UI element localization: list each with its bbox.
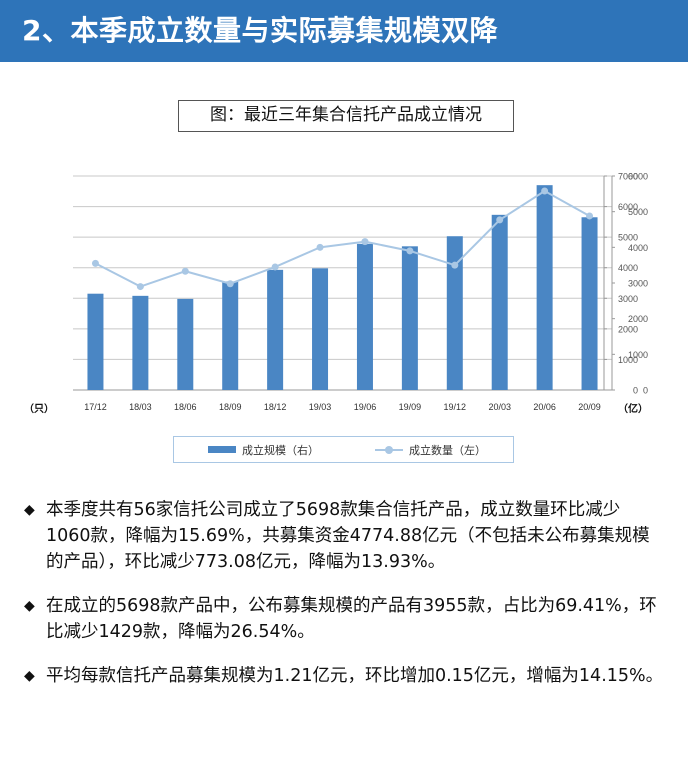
- page-header: 2、本季成立数量与实际募集规模双降: [0, 0, 688, 62]
- left-axis-tick-label: 5000: [628, 207, 648, 217]
- bar: [132, 295, 149, 390]
- diamond-bullet-icon: ◆: [24, 668, 35, 684]
- bar: [536, 185, 553, 390]
- x-tick-label: 20/03: [488, 402, 511, 412]
- x-tick-label: 20/06: [533, 402, 556, 412]
- chart-legend: 成立规模（右） 成立数量（左）: [173, 436, 514, 463]
- line-point: [586, 212, 594, 220]
- line-point: [496, 216, 504, 224]
- x-tick-label: 17/12: [84, 402, 107, 412]
- legend-label-line: 成立数量（左）: [409, 443, 486, 457]
- right-axis-tick-label: 7000: [618, 172, 638, 182]
- bar: [87, 293, 104, 390]
- bar: [312, 268, 329, 390]
- bar: [581, 217, 598, 390]
- right-axis-tick-label: 6000: [618, 202, 638, 212]
- legend-swatch-line: [375, 445, 403, 455]
- line-point: [181, 267, 189, 275]
- left-axis-tick-label: 6000: [628, 172, 648, 182]
- line-series: [94, 189, 591, 288]
- bullet-item: ◆ 在成立的5698款产品中，公布募集规模的产品有3955款，占比为69.41%…: [24, 593, 664, 645]
- x-tick-label: 19/12: [444, 402, 467, 412]
- x-tick-label: 19/09: [399, 402, 422, 412]
- left-axis-tick-label: 4000: [628, 243, 648, 253]
- bar: [222, 281, 239, 390]
- line-point: [316, 243, 324, 251]
- bullet-text: 平均每款信托产品募集规模为1.21亿元，环比增加0.15亿元，增幅为14.15%…: [46, 666, 664, 686]
- left-axis-tick-label: 3000: [628, 279, 648, 289]
- line-point: [136, 283, 144, 291]
- line-point: [406, 247, 414, 255]
- left-axis-tick-label: 1000: [628, 350, 648, 360]
- bullet-text: 本季度共有56家信托公司成立了5698款集合信托产品，成立数量环比减少1060款…: [46, 500, 650, 572]
- chart: 0100020003000400050006000700001000200030…: [24, 172, 648, 416]
- left-axis-tick-label: 0: [643, 386, 648, 396]
- legend-item-bar: 成立规模（右）: [208, 442, 319, 458]
- bar: [177, 298, 194, 390]
- left-axis-unit-label: （只）: [24, 402, 54, 415]
- right-axis-unit-label: （亿）: [618, 402, 648, 415]
- bar: [356, 243, 373, 390]
- right-axis-tick-label: 2000: [618, 324, 638, 334]
- right-axis-tick-label: 1000: [618, 355, 638, 365]
- x-tick-label: 20/09: [578, 402, 601, 412]
- line-point: [271, 263, 279, 271]
- diamond-bullet-icon: ◆: [24, 598, 35, 614]
- line-point: [361, 238, 369, 246]
- right-axis-tick-label: 0: [633, 386, 638, 396]
- diamond-bullet-icon: ◆: [24, 502, 35, 518]
- right-axis-tick-label: 5000: [618, 233, 638, 243]
- right-axis-tick-label: 4000: [618, 263, 638, 273]
- bullet-text: 在成立的5698款产品中，公布募集规模的产品有3955款，占比为69.41%，环…: [46, 596, 657, 642]
- x-tick-label: 18/09: [219, 402, 242, 412]
- bar: [401, 246, 418, 390]
- bullet-item: ◆ 平均每款信托产品募集规模为1.21亿元，环比增加0.15亿元，增幅为14.1…: [24, 663, 664, 689]
- left-axis-tick-label: 2000: [628, 314, 648, 324]
- bar: [446, 236, 463, 390]
- page-title: 2、本季成立数量与实际募集规模双降: [22, 14, 498, 47]
- legend-swatch-bar: [208, 446, 236, 453]
- x-tick-label: 18/12: [264, 402, 287, 412]
- line-point: [451, 261, 459, 269]
- x-tick-label: 18/03: [129, 402, 152, 412]
- bar: [491, 214, 508, 390]
- x-tick-label: 18/06: [174, 402, 197, 412]
- line-point: [541, 187, 549, 195]
- legend-item-line: 成立数量（左）: [375, 442, 486, 458]
- line-point: [226, 280, 234, 288]
- bar: [267, 269, 284, 390]
- line-point: [91, 259, 99, 267]
- legend-label-bar: 成立规模（右）: [242, 443, 319, 457]
- right-axis-tick-label: 3000: [618, 294, 638, 304]
- x-tick-label: 19/06: [354, 402, 377, 412]
- bullet-item: ◆ 本季度共有56家信托公司成立了5698款集合信托产品，成立数量环比减少106…: [24, 497, 664, 575]
- x-tick-label: 19/03: [309, 402, 332, 412]
- chart-title: 图：最近三年集合信托产品成立情况: [178, 100, 514, 132]
- bullet-list: ◆ 本季度共有56家信托公司成立了5698款集合信托产品，成立数量环比减少106…: [24, 497, 664, 707]
